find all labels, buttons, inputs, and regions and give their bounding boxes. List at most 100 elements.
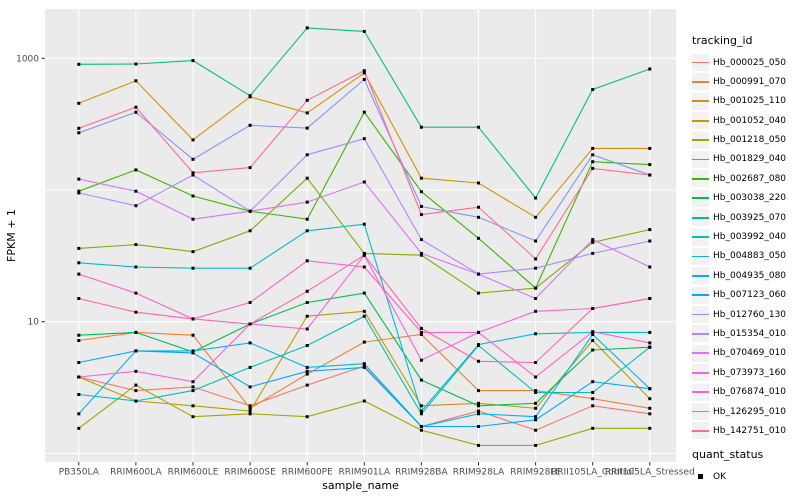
- data-point: [77, 333, 81, 337]
- legend-item-label: Hb_076874_010: [713, 387, 787, 398]
- data-point: [362, 251, 366, 255]
- data-point: [248, 123, 252, 127]
- legend-item-Hb_004935_080: Hb_004935_080: [692, 267, 798, 285]
- data-point: [477, 401, 480, 405]
- plot-panel: [45, 9, 676, 462]
- data-point: [419, 125, 423, 129]
- data-point: [134, 168, 138, 172]
- data-point: [591, 391, 595, 394]
- data-point: [77, 189, 81, 193]
- legend-key-swatch: [692, 344, 709, 362]
- data-point: [591, 88, 595, 91]
- quant-status-block: quant_status OK: [692, 448, 798, 485]
- data-point: [134, 310, 138, 314]
- quant-status-key: [692, 468, 709, 485]
- legend-key-swatch: [692, 325, 709, 343]
- data-point: [248, 166, 252, 170]
- legend-key-swatch: [692, 383, 709, 401]
- legend-item-label: Hb_070469_010: [713, 348, 787, 359]
- data-point: [534, 401, 538, 405]
- data-point: [191, 349, 195, 353]
- data-point: [648, 297, 652, 300]
- data-point: [134, 265, 138, 269]
- data-point: [362, 291, 366, 295]
- data-point: [534, 375, 538, 379]
- legend-line-icon: [692, 352, 709, 355]
- x-tick-label: RRII105LA_Control: [551, 468, 634, 478]
- x-tick-label: RRII105LA_Stressed: [605, 468, 695, 478]
- data-point: [134, 243, 138, 247]
- legend-item-label: Hb_001025_110: [713, 96, 787, 107]
- legend-key-swatch: [692, 364, 709, 382]
- legend-key-swatch: [692, 131, 709, 149]
- data-point: [305, 259, 309, 263]
- data-point: [362, 69, 366, 73]
- data-point: [191, 217, 195, 221]
- data-point: [477, 291, 480, 295]
- data-point: [77, 101, 81, 105]
- data-point: [305, 26, 309, 30]
- legend-item-Hb_076874_010: Hb_076874_010: [692, 383, 798, 401]
- data-point: [591, 330, 595, 334]
- data-point: [477, 443, 480, 447]
- x-tick-label: RRIM600PE: [282, 468, 334, 478]
- legend-key-swatch: [692, 267, 709, 285]
- data-point: [191, 415, 195, 419]
- data-point: [477, 412, 480, 416]
- data-point: [419, 378, 423, 382]
- data-point: [305, 153, 309, 157]
- x-tick-label: RRIM928BA: [395, 468, 448, 478]
- legend-key-swatch: [692, 189, 709, 207]
- data-point: [248, 404, 252, 408]
- data-point: [248, 406, 252, 410]
- data-point: [362, 71, 366, 75]
- data-point: [248, 322, 252, 326]
- data-point: [419, 190, 423, 194]
- data-point: [134, 189, 138, 193]
- data-point: [534, 406, 538, 410]
- legend-key-swatch: [692, 422, 709, 440]
- legend-title-tracking-id: tracking_id: [692, 34, 753, 47]
- legend-item-Hb_126295_010: Hb_126295_010: [692, 403, 798, 421]
- legend-item-Hb_142751_010: Hb_142751_010: [692, 422, 798, 440]
- data-point: [477, 389, 480, 393]
- y-axis-title: FPKM + 1: [5, 209, 18, 262]
- data-point: [477, 359, 480, 363]
- data-point: [591, 238, 595, 242]
- data-point: [362, 362, 366, 366]
- legend-item-label: Hb_004883_050: [713, 251, 787, 262]
- data-point: [362, 309, 366, 313]
- data-point: [534, 266, 538, 270]
- data-point: [534, 391, 538, 394]
- data-point: [419, 253, 423, 257]
- legend-line-icon: [692, 100, 709, 103]
- data-point: [534, 361, 538, 364]
- quant-status-item: OK: [692, 468, 798, 485]
- data-point: [77, 426, 81, 430]
- data-point: [534, 309, 538, 313]
- data-point: [534, 418, 538, 422]
- data-point: [191, 138, 195, 142]
- data-point: [191, 157, 195, 161]
- data-point: [419, 238, 423, 242]
- data-point: [419, 330, 423, 334]
- data-point: [362, 137, 366, 141]
- data-point: [362, 29, 366, 33]
- data-point: [534, 286, 538, 290]
- legend-item-Hb_003925_070: Hb_003925_070: [692, 209, 798, 227]
- data-point: [305, 126, 309, 130]
- data-point: [191, 194, 195, 198]
- data-point: [648, 173, 652, 177]
- legend-item-Hb_001025_110: Hb_001025_110: [692, 92, 798, 110]
- data-point: [419, 251, 423, 255]
- legend-line-icon: [692, 333, 709, 335]
- data-point: [134, 330, 138, 334]
- legend-line-icon: [692, 294, 709, 297]
- legend-line-icon: [692, 391, 709, 394]
- legend-item-label: Hb_000991_070: [713, 76, 787, 87]
- legend-line-icon: [692, 80, 709, 83]
- y-tick-label: 1000: [16, 54, 39, 64]
- legend-item-label: Hb_001218_050: [713, 135, 787, 146]
- data-point: [134, 369, 138, 373]
